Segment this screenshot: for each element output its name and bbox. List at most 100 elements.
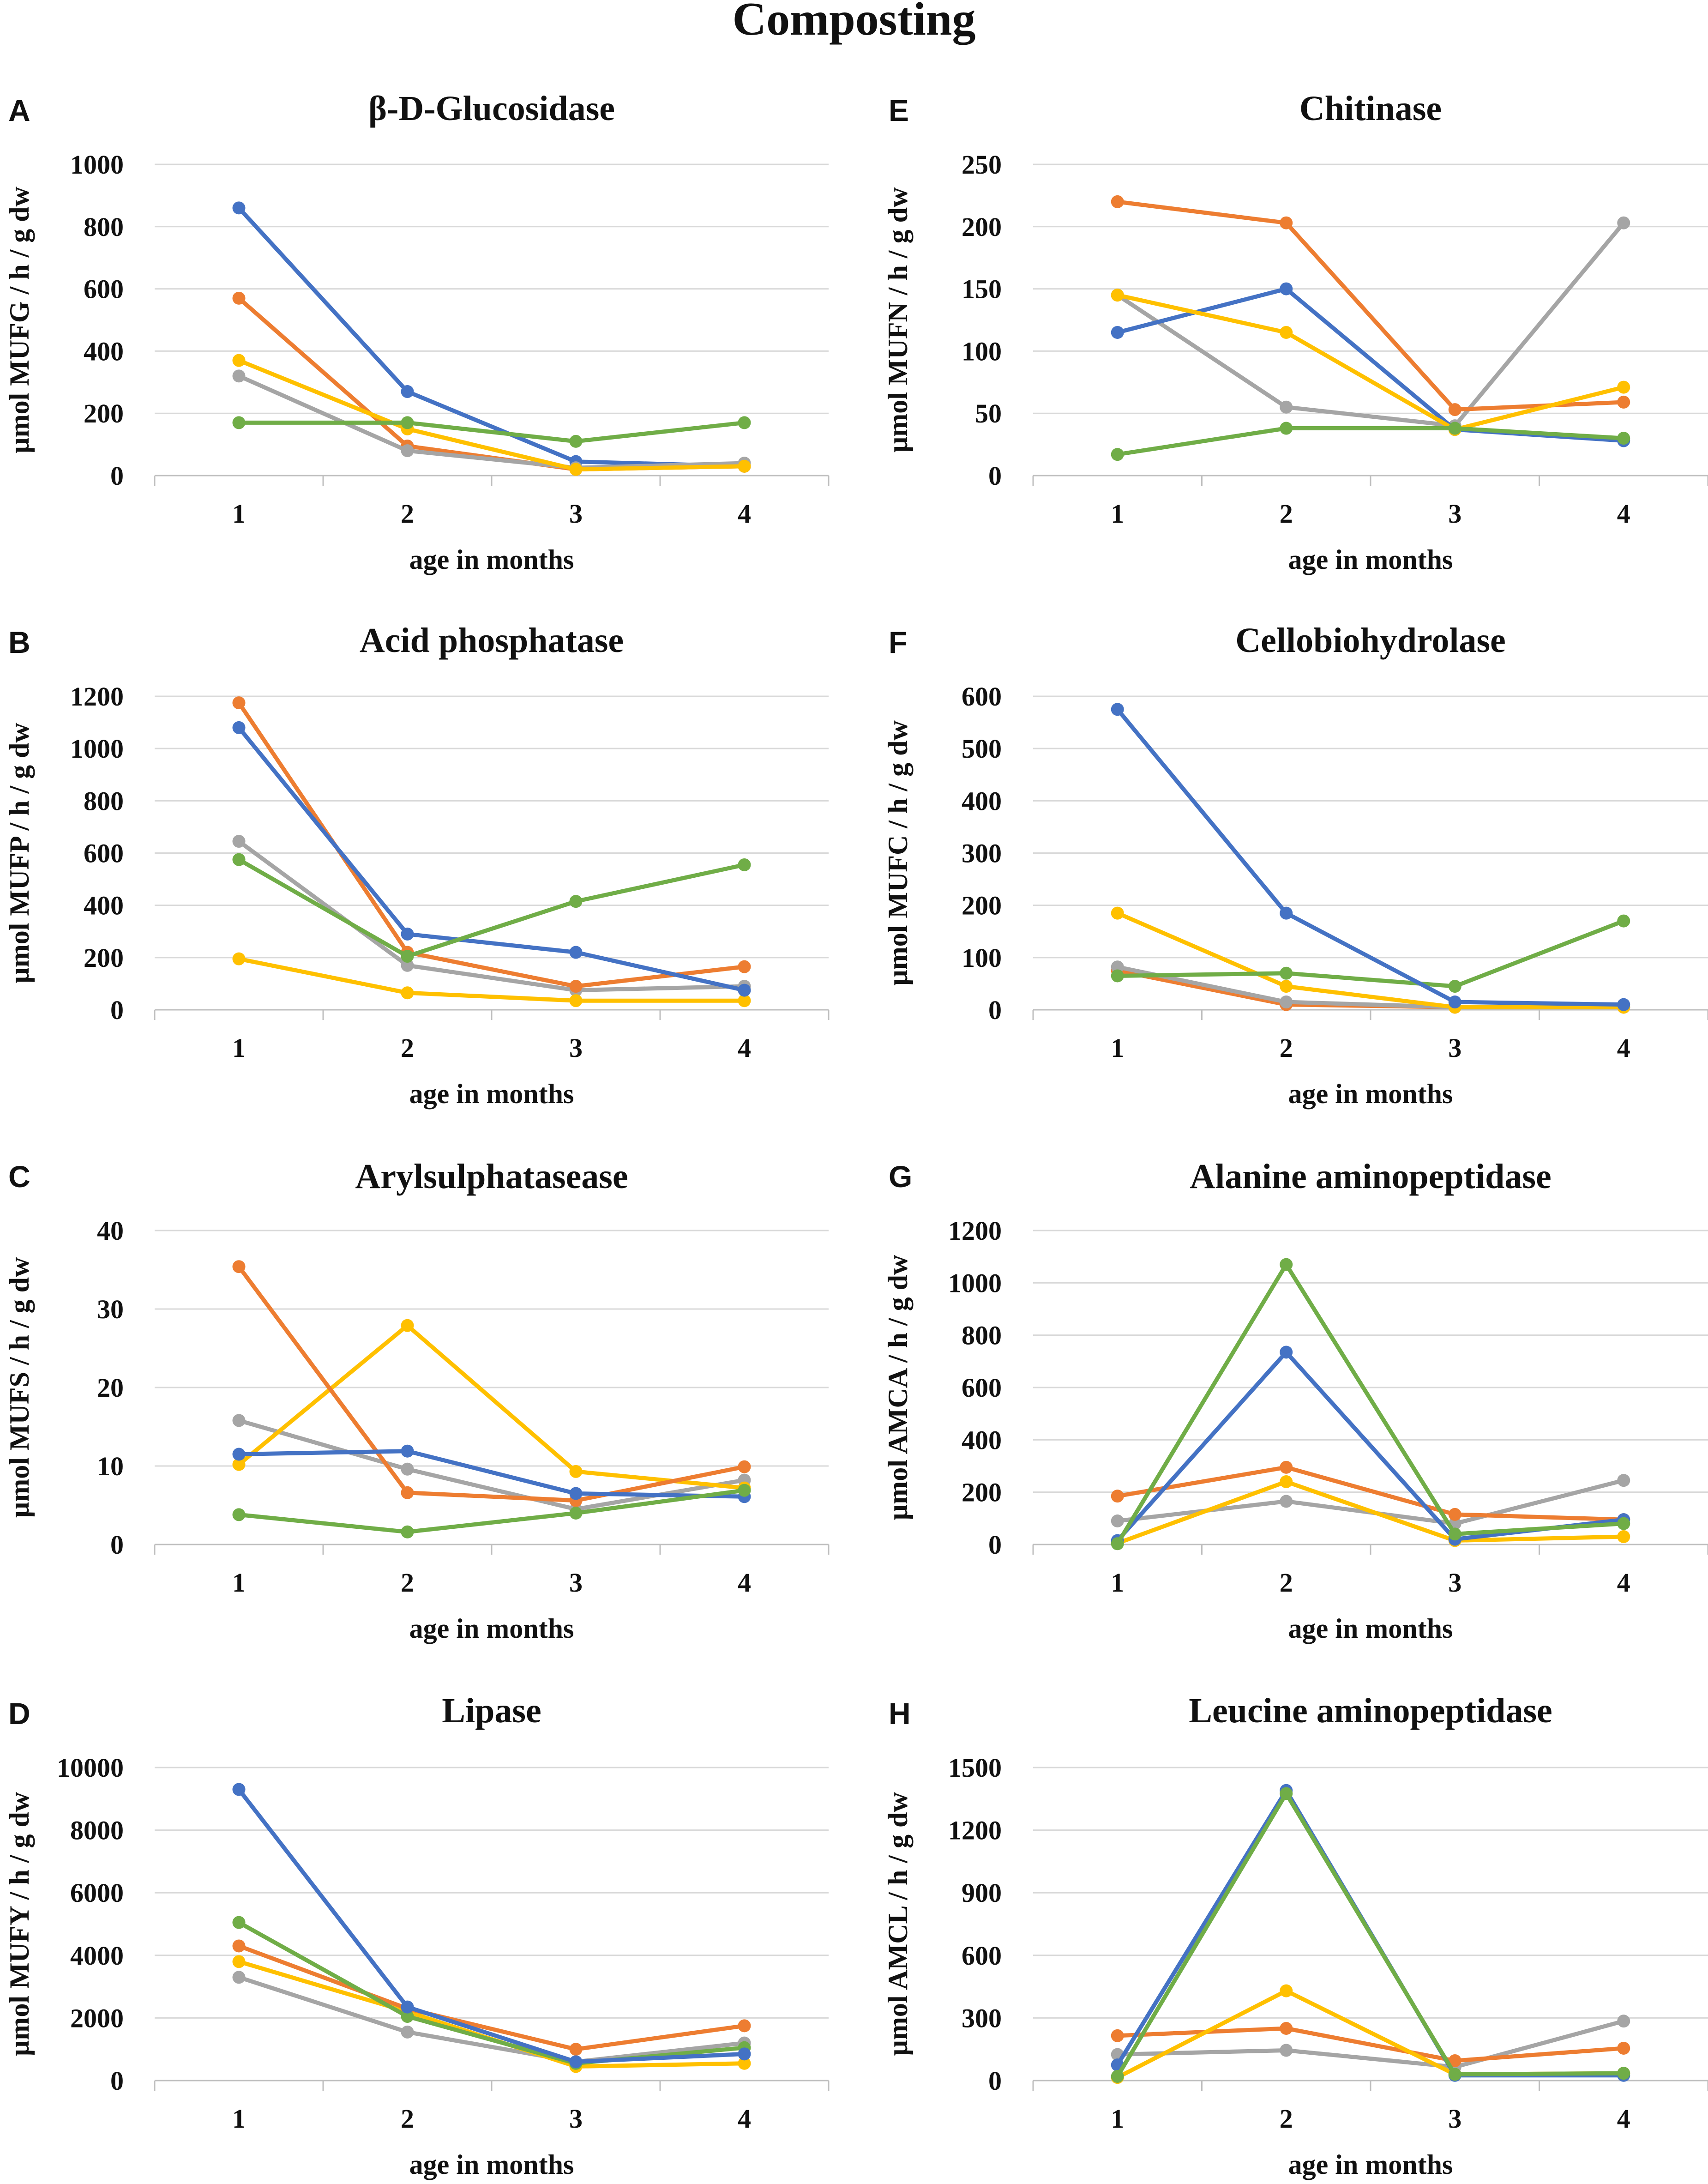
y-tick-label: 1200 (948, 1216, 1002, 1246)
data-point-blue (738, 2047, 751, 2061)
y-tick-label: 6000 (70, 1878, 124, 1908)
data-point-green (1617, 1517, 1630, 1530)
data-point-green (738, 858, 751, 871)
data-point-gray (232, 1971, 246, 1984)
data-point-green (232, 1508, 246, 1521)
x-tick-label: 1 (1111, 1033, 1124, 1063)
series-line-green (1115, 1792, 1626, 2079)
x-tick-label: 4 (738, 1568, 751, 1598)
series-line-orange (237, 1264, 746, 1503)
chart-title-h: Leucine aminopeptidase (1189, 1691, 1552, 1730)
data-point-gray (232, 1414, 246, 1427)
data-point-green (1111, 448, 1124, 461)
series-line-blue (237, 205, 746, 469)
y-tick-label: 1500 (948, 1753, 1002, 1783)
x-tick-label: 4 (738, 499, 751, 529)
series-line-green (237, 1488, 746, 1534)
data-point-blue (1111, 326, 1124, 339)
x-tick-label: 4 (1617, 1033, 1630, 1063)
data-point-green (569, 434, 583, 448)
y-tick-label: 4000 (70, 1941, 124, 1971)
y-tick-label: 900 (962, 1878, 1002, 1908)
data-point-yellow (232, 1458, 246, 1471)
y-tick-label: 600 (962, 682, 1002, 712)
series-line-orange (1115, 199, 1626, 412)
data-point-green (738, 1484, 751, 1497)
data-point-blue (569, 2055, 583, 2069)
y-tick-label: 0 (988, 1530, 1002, 1560)
data-point-orange (738, 1460, 751, 1473)
x-tick-label: 1 (232, 1568, 246, 1598)
data-point-yellow (401, 1319, 414, 1332)
y-tick-label: 1000 (70, 150, 124, 180)
series-line-orange (237, 1943, 746, 2051)
data-point-yellow (738, 459, 751, 473)
series-line-gray (237, 839, 746, 993)
data-point-green (1617, 432, 1630, 445)
y-tick-label: 200 (84, 943, 124, 973)
data-point-gray (1280, 1495, 1293, 1508)
y-axis-label: µmol MUFP / h / g dw (4, 723, 35, 983)
data-point-blue (232, 1783, 246, 1796)
y-axis-label: µmol MUFC / h / g dw (883, 720, 913, 986)
series-line-gray (237, 1975, 746, 2064)
data-point-green (1280, 422, 1293, 435)
y-axis-label: µmol AMCA / h / g dw (883, 1255, 913, 1520)
data-point-blue (569, 946, 583, 959)
y-axis-label: µmol AMCL / h / g dw (883, 1792, 913, 2056)
data-point-yellow (232, 354, 246, 367)
y-tick-label: 250 (962, 150, 1002, 180)
data-point-green (1617, 914, 1630, 928)
chart-title-g: Alanine aminopeptidase (1190, 1157, 1551, 1196)
data-point-orange (232, 696, 246, 710)
series-line-orange (1115, 1465, 1626, 1522)
data-point-yellow (232, 952, 246, 965)
y-tick-label: 1200 (70, 682, 124, 712)
data-point-gray (1617, 1474, 1630, 1487)
data-point-yellow (569, 994, 583, 1008)
data-point-green (738, 416, 751, 429)
series-line-green (1115, 426, 1626, 457)
y-tick-label: 100 (962, 943, 1002, 973)
chart-panel-d: D Lipase 0 2000 4000 6000 8000 10000 1 2 3 4 age in … (4, 1691, 830, 2180)
data-point-gray (1280, 995, 1293, 1009)
x-axis-label: age in months (1288, 2149, 1453, 2180)
y-tick-label: 8000 (70, 1816, 124, 1846)
y-tick-label: 600 (84, 839, 124, 869)
y-tick-label: 0 (110, 461, 124, 491)
series-line-yellow (1115, 293, 1626, 432)
data-point-gray (401, 444, 414, 458)
y-tick-label: 600 (962, 1941, 1002, 1971)
series-line-green (237, 420, 746, 444)
y-tick-label: 200 (84, 398, 124, 428)
data-point-orange (1111, 2029, 1124, 2042)
y-tick-label: 0 (110, 2066, 124, 2096)
data-point-green (1111, 969, 1124, 983)
series-line-green (1115, 919, 1626, 989)
x-tick-label: 4 (738, 1033, 751, 1063)
y-tick-label: 800 (84, 212, 124, 242)
y-tick-label: 0 (110, 1530, 124, 1560)
data-point-green (232, 416, 246, 429)
data-point-yellow (1617, 1530, 1630, 1543)
data-point-gray (401, 1462, 414, 1476)
y-tick-label: 200 (962, 1478, 1002, 1508)
y-tick-label: 400 (84, 891, 124, 921)
chart-panel-f: F Cellobiohydrolase 0 100 200 300 400 500 600 1 2 3… (883, 621, 1708, 1109)
x-tick-label: 3 (1448, 2104, 1461, 2134)
series-line-yellow (237, 358, 746, 472)
y-tick-label: 40 (97, 1216, 124, 1246)
data-point-green (1617, 2067, 1630, 2080)
y-tick-label: 10000 (57, 1753, 124, 1783)
x-tick-label: 4 (1617, 2104, 1630, 2134)
data-point-orange (1448, 403, 1461, 416)
panel-letter-b: B (8, 625, 30, 659)
data-point-yellow (1280, 1475, 1293, 1488)
data-point-green (1111, 1537, 1124, 1551)
data-point-orange (1617, 395, 1630, 409)
x-tick-label: 3 (1448, 1033, 1461, 1063)
x-tick-label: 3 (569, 2104, 583, 2134)
panel-letter-h: H (889, 1696, 911, 1731)
